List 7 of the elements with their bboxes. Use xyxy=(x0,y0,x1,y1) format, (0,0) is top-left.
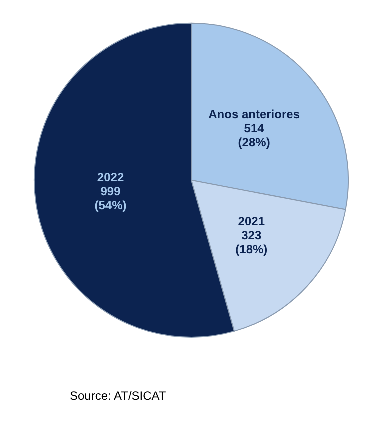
slice-label: 2022 xyxy=(97,170,124,185)
data-label: 514 (28%) xyxy=(238,121,270,150)
data-label: 323 (18%) xyxy=(236,228,268,256)
slice-label: 2021 xyxy=(238,214,266,228)
slice-label: Anos anteriores xyxy=(208,107,300,122)
data-label: 999 (54%) xyxy=(94,184,127,213)
source-note: Source: AT/SICAT xyxy=(70,389,167,403)
